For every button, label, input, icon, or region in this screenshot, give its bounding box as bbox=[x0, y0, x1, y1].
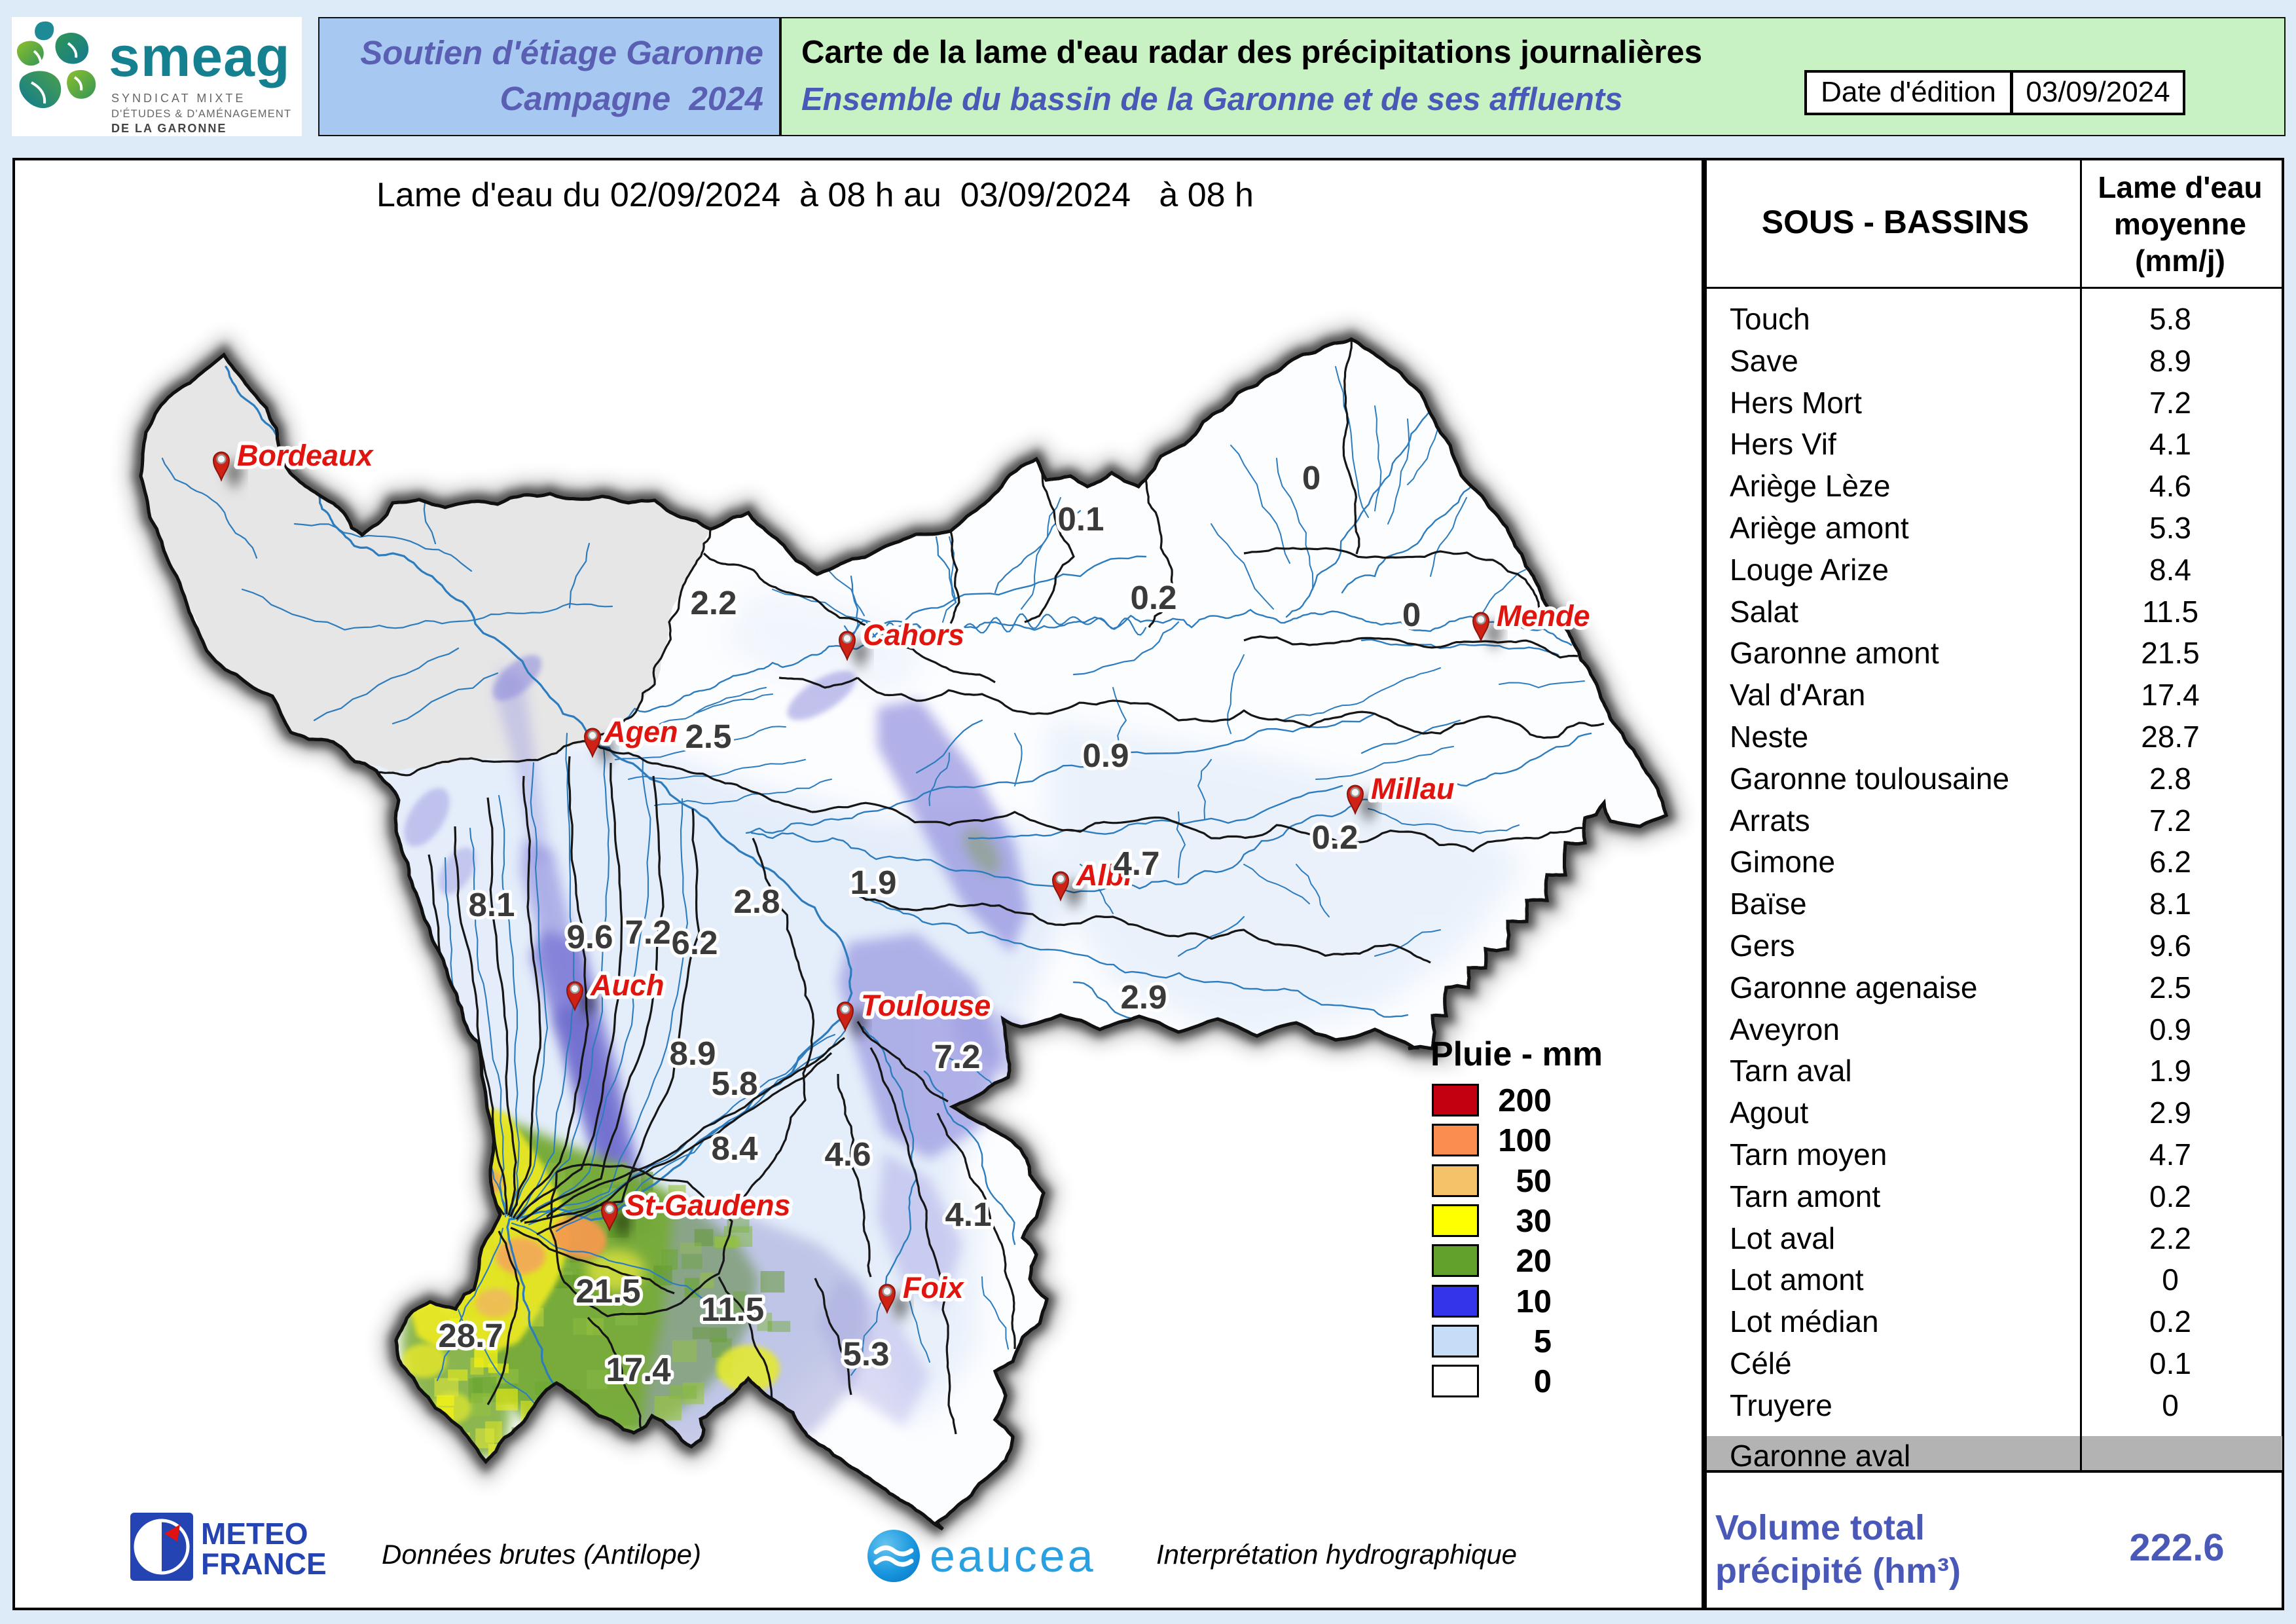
svg-text:4.6: 4.6 bbox=[825, 1135, 871, 1173]
svg-text:1.9: 1.9 bbox=[850, 864, 897, 901]
svg-text:Foix: Foix bbox=[903, 1271, 964, 1304]
svg-text:Millau: Millau bbox=[1371, 772, 1455, 805]
svg-text:4.1: 4.1 bbox=[945, 1196, 992, 1233]
svg-text:2.9: 2.9 bbox=[1121, 978, 1167, 1016]
svg-text:17.4: 17.4 bbox=[606, 1351, 671, 1388]
svg-text:0.2: 0.2 bbox=[1312, 819, 1358, 856]
svg-text:11.5: 11.5 bbox=[701, 1291, 764, 1328]
svg-text:Cahors: Cahors bbox=[863, 618, 964, 652]
svg-text:21.5: 21.5 bbox=[575, 1272, 640, 1310]
svg-text:0.9: 0.9 bbox=[1083, 737, 1129, 774]
svg-text:FRANCE: FRANCE bbox=[201, 1547, 327, 1581]
svg-text:Toulouse: Toulouse bbox=[861, 989, 991, 1022]
svg-text:0.2: 0.2 bbox=[1131, 579, 1177, 616]
svg-text:METEO: METEO bbox=[201, 1517, 308, 1551]
svg-text:5.3: 5.3 bbox=[843, 1335, 890, 1373]
svg-text:St-Gaudens: St-Gaudens bbox=[625, 1189, 791, 1222]
svg-text:4.7: 4.7 bbox=[1114, 845, 1160, 882]
svg-text:Agen: Agen bbox=[604, 715, 678, 748]
svg-text:8.1: 8.1 bbox=[469, 886, 515, 923]
svg-text:SYNDICAT MIXTE: SYNDICAT MIXTE bbox=[111, 92, 246, 105]
svg-text:7.2: 7.2 bbox=[625, 913, 672, 951]
svg-text:smeag: smeag bbox=[109, 26, 291, 88]
svg-text:DE LA GARONNE: DE LA GARONNE bbox=[111, 122, 227, 135]
svg-text:D'ÉTUDES & D'AMÉNAGEMENT: D'ÉTUDES & D'AMÉNAGEMENT bbox=[111, 107, 291, 120]
svg-text:Mende: Mende bbox=[1497, 599, 1590, 633]
svg-text:8.4: 8.4 bbox=[712, 1130, 759, 1167]
svg-text:6.2: 6.2 bbox=[672, 924, 718, 961]
svg-text:2.5: 2.5 bbox=[685, 718, 732, 755]
svg-text:28.7: 28.7 bbox=[438, 1317, 503, 1354]
svg-text:7.2: 7.2 bbox=[934, 1038, 981, 1075]
svg-text:0: 0 bbox=[1302, 459, 1321, 496]
svg-text:9.6: 9.6 bbox=[567, 918, 613, 955]
svg-text:5.8: 5.8 bbox=[712, 1065, 758, 1102]
svg-text:Bordeaux: Bordeaux bbox=[237, 439, 374, 472]
svg-text:Auch: Auch bbox=[590, 969, 665, 1002]
svg-text:2.8: 2.8 bbox=[734, 883, 780, 920]
svg-text:eaucea: eaucea bbox=[930, 1530, 1096, 1581]
svg-text:0.1: 0.1 bbox=[1058, 500, 1104, 538]
svg-text:Albi: Albi bbox=[1076, 858, 1133, 892]
svg-text:2.2: 2.2 bbox=[691, 584, 737, 621]
svg-text:8.9: 8.9 bbox=[670, 1035, 716, 1072]
svg-text:0: 0 bbox=[1402, 596, 1421, 633]
